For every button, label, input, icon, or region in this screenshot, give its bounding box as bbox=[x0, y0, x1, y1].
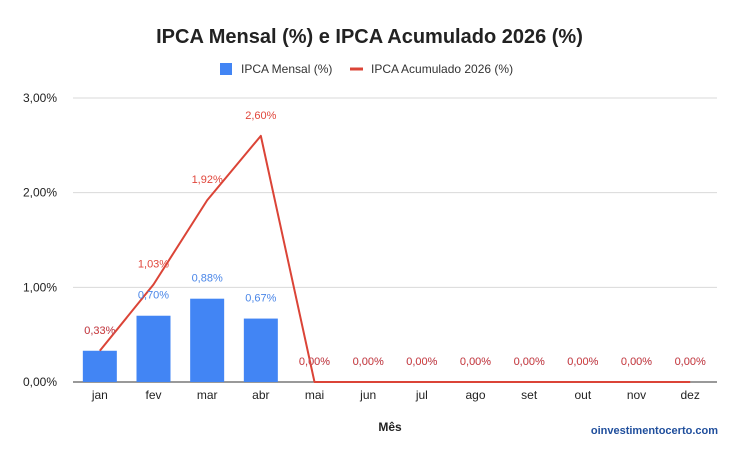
x-tick-label: nov bbox=[627, 388, 646, 402]
bar-value-label: 0,00% bbox=[621, 356, 652, 368]
bar-value-label: 0,88% bbox=[192, 273, 223, 285]
line-value-label: 0,00% bbox=[299, 356, 330, 368]
legend-label-mensal: IPCA Mensal (%) bbox=[241, 62, 332, 76]
x-tick-label: mar bbox=[197, 388, 218, 402]
chart-title: IPCA Mensal (%) e IPCA Acumulado 2026 (%… bbox=[156, 26, 583, 48]
y-tick-label: 2,00% bbox=[23, 186, 57, 200]
line-value-label: 0,00% bbox=[621, 356, 652, 368]
line-value-label: 0,00% bbox=[406, 356, 437, 368]
legend: IPCA Mensal (%) IPCA Acumulado 2026 (%) bbox=[220, 62, 513, 76]
bar-value-label: 0,00% bbox=[406, 356, 437, 368]
bar-jan bbox=[82, 350, 117, 382]
bar-value-label: 0,33% bbox=[84, 325, 115, 337]
y-tick-label: 0,00% bbox=[23, 375, 57, 389]
x-tick-label: mai bbox=[305, 388, 324, 402]
bar-value-label: 0,00% bbox=[353, 356, 384, 368]
bar-abr bbox=[243, 318, 278, 382]
legend-label-acumulado: IPCA Acumulado 2026 (%) bbox=[371, 62, 513, 76]
line-value-label: 0,00% bbox=[567, 356, 598, 368]
line-value-label: 0,00% bbox=[353, 356, 384, 368]
bar-mar bbox=[190, 298, 225, 382]
x-tick-label: jun bbox=[359, 388, 376, 402]
bar-fev bbox=[136, 315, 171, 382]
bar-value-label: 0,00% bbox=[514, 356, 545, 368]
bar-value-label: 0,67% bbox=[245, 293, 276, 305]
line-value-label: 2,60% bbox=[245, 110, 276, 122]
line-value-label: 0,00% bbox=[460, 356, 491, 368]
y-tick-label: 1,00% bbox=[23, 280, 57, 294]
line-value-label: 0,00% bbox=[675, 356, 706, 368]
x-tick-label: out bbox=[574, 388, 591, 402]
legend-swatch-mensal bbox=[220, 63, 232, 75]
x-axis-label: Mês bbox=[378, 420, 402, 434]
x-axis-ticks: jan fev mar abr mai jun jul ago set out nov dez bbox=[91, 388, 700, 402]
x-tick-label: set bbox=[521, 388, 538, 402]
line-value-label: 1,03% bbox=[138, 258, 169, 270]
acumulado-line bbox=[99, 134, 691, 383]
bar-series bbox=[82, 298, 278, 382]
bar-value-label: 0,70% bbox=[138, 290, 169, 302]
x-tick-label: abr bbox=[252, 388, 269, 402]
credit-text: oinvestimentocerto.com bbox=[591, 425, 718, 437]
data-labels: 0,33% 0,70% 0,88% 0,67% 0,00% 0,00% 0,00% 0,00%… bbox=[84, 110, 706, 368]
x-tick-label: ago bbox=[465, 388, 485, 402]
bar-value-label: 0,00% bbox=[567, 356, 598, 368]
bar-value-label: 0,00% bbox=[299, 356, 330, 368]
x-tick-label: fev bbox=[145, 388, 161, 402]
x-tick-label: jul bbox=[415, 388, 428, 402]
y-tick-label: 3,00% bbox=[23, 91, 57, 105]
bar-value-label: 0,00% bbox=[675, 356, 706, 368]
x-tick-label: dez bbox=[680, 388, 699, 402]
x-tick-label: jan bbox=[91, 388, 108, 402]
line-value-label: 0,00% bbox=[514, 356, 545, 368]
line-series bbox=[99, 134, 691, 383]
bar-value-label: 0,00% bbox=[460, 356, 491, 368]
line-value-label: 0,33% bbox=[84, 325, 115, 337]
y-axis-ticks: 0,00% 1,00% 2,00% 3,00% bbox=[23, 91, 57, 389]
line-value-label: 1,92% bbox=[192, 174, 223, 186]
